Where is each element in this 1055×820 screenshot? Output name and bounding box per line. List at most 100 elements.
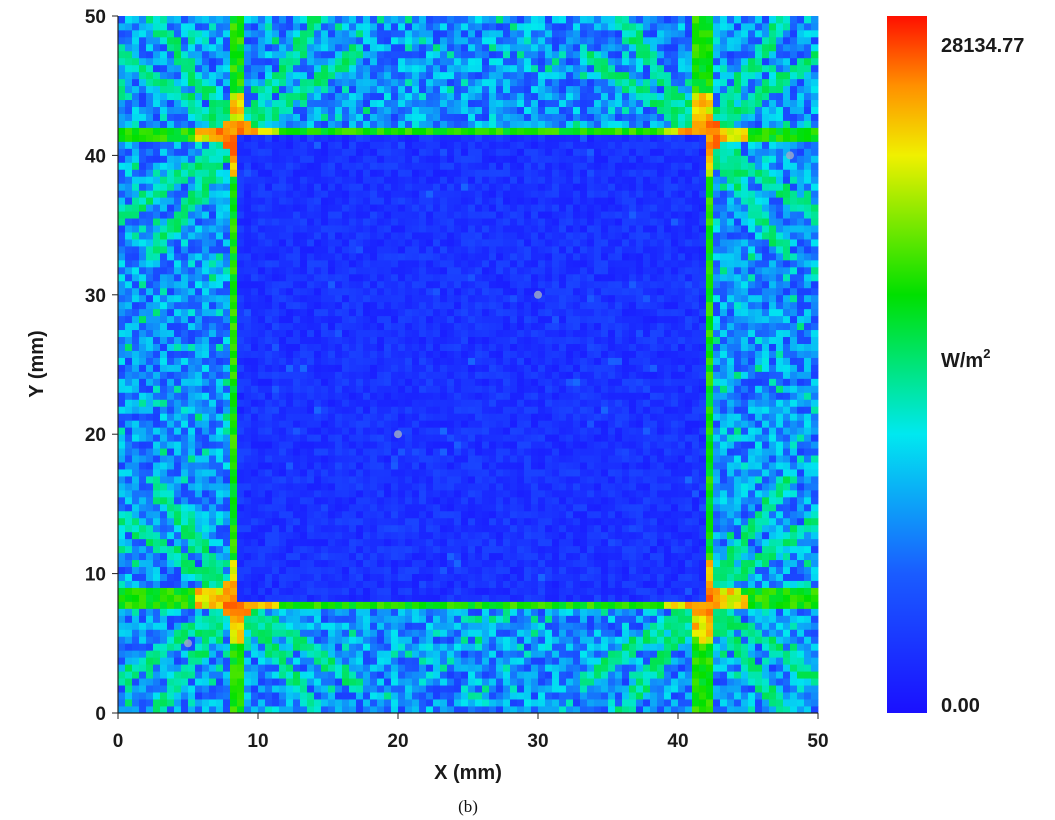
heatmap-cell	[643, 462, 650, 469]
heatmap-cell	[692, 608, 699, 615]
heatmap-cell	[797, 706, 804, 713]
heatmap-cell	[538, 608, 545, 615]
heatmap-cell	[762, 615, 769, 622]
heatmap-cell	[146, 692, 153, 699]
heatmap-cell	[279, 434, 286, 441]
heatmap-cell	[552, 392, 559, 399]
heatmap-cell	[615, 371, 622, 378]
heatmap-cell	[748, 462, 755, 469]
heatmap-cell	[559, 378, 566, 385]
heatmap-cell	[482, 490, 489, 497]
heatmap-cell	[125, 692, 132, 699]
heatmap-cell	[300, 588, 307, 595]
heatmap-cell	[552, 567, 559, 574]
heatmap-cell	[447, 392, 454, 399]
heatmap-cell	[447, 455, 454, 462]
heatmap-cell	[657, 608, 664, 615]
heatmap-cell	[580, 595, 587, 602]
heatmap-cell	[349, 365, 356, 372]
heatmap-cell	[538, 706, 545, 713]
heatmap-cell	[510, 699, 517, 706]
heatmap-cell	[118, 699, 125, 706]
heatmap-cell	[489, 636, 496, 643]
heatmap-cell	[713, 678, 720, 685]
heatmap-cell	[657, 371, 664, 378]
heatmap-cell	[769, 483, 776, 490]
heatmap-cell	[118, 629, 125, 636]
heatmap-cell	[363, 664, 370, 671]
heatmap-cell	[433, 671, 440, 678]
heatmap-cell	[545, 420, 552, 427]
heatmap-cell	[622, 469, 629, 476]
heatmap-cell	[125, 504, 132, 511]
heatmap-cell	[559, 399, 566, 406]
heatmap-cell	[391, 539, 398, 546]
heatmap-cell	[510, 567, 517, 574]
heatmap-cell	[356, 427, 363, 434]
heatmap-cell	[468, 448, 475, 455]
heatmap-cell	[615, 706, 622, 713]
heatmap-cell	[587, 441, 594, 448]
heatmap-cell	[293, 378, 300, 385]
heatmap-cell	[139, 392, 146, 399]
heatmap-cell	[139, 692, 146, 699]
heatmap-cell	[139, 427, 146, 434]
heatmap-cell	[223, 399, 230, 406]
heatmap-cell	[475, 441, 482, 448]
heatmap-cell	[538, 574, 545, 581]
heatmap-cell	[405, 699, 412, 706]
heatmap-cell	[174, 427, 181, 434]
heatmap-cell	[258, 553, 265, 560]
heatmap-cell	[258, 601, 265, 608]
heatmap-cell	[342, 546, 349, 553]
heatmap-cell	[272, 392, 279, 399]
heatmap-cell	[188, 518, 195, 525]
heatmap-cell	[524, 608, 531, 615]
heatmap-cell	[391, 420, 398, 427]
heatmap-cell	[279, 525, 286, 532]
heatmap-cell	[272, 378, 279, 385]
heatmap-cell	[363, 581, 370, 588]
heatmap-cell	[678, 441, 685, 448]
heatmap-cell	[594, 406, 601, 413]
heatmap-cell	[363, 434, 370, 441]
heatmap-cell	[160, 622, 167, 629]
heatmap-cell	[181, 525, 188, 532]
heatmap-cell	[286, 567, 293, 574]
heatmap-cell	[433, 434, 440, 441]
heatmap-cell	[573, 462, 580, 469]
heatmap-cell	[272, 706, 279, 713]
heatmap-cell	[594, 699, 601, 706]
heatmap-cell	[566, 657, 573, 664]
heatmap-cell	[552, 476, 559, 483]
heatmap-cell	[783, 504, 790, 511]
heatmap-cell	[202, 622, 209, 629]
heatmap-cell	[811, 490, 818, 497]
heatmap-cell	[244, 615, 251, 622]
heatmap-cell	[790, 525, 797, 532]
heatmap-cell	[559, 525, 566, 532]
heatmap-cell	[251, 636, 258, 643]
heatmap-cell	[258, 399, 265, 406]
heatmap-cell	[524, 650, 531, 657]
heatmap-cell	[552, 539, 559, 546]
heatmap-cell	[167, 692, 174, 699]
heatmap-cell	[300, 581, 307, 588]
heatmap-cell	[615, 685, 622, 692]
heatmap-cell	[734, 671, 741, 678]
heatmap-cell	[230, 588, 237, 595]
heatmap-cell	[167, 601, 174, 608]
heatmap-cell	[370, 685, 377, 692]
heatmap-cell	[286, 371, 293, 378]
heatmap-cell	[594, 427, 601, 434]
heatmap-cell	[342, 518, 349, 525]
heatmap-cell	[293, 371, 300, 378]
heatmap-cell	[405, 518, 412, 525]
heatmap-cell	[370, 664, 377, 671]
heatmap-cell	[307, 664, 314, 671]
heatmap-cell	[538, 615, 545, 622]
heatmap-cell	[594, 574, 601, 581]
heatmap-cell	[489, 699, 496, 706]
heatmap-cell	[629, 462, 636, 469]
heatmap-cell	[195, 434, 202, 441]
